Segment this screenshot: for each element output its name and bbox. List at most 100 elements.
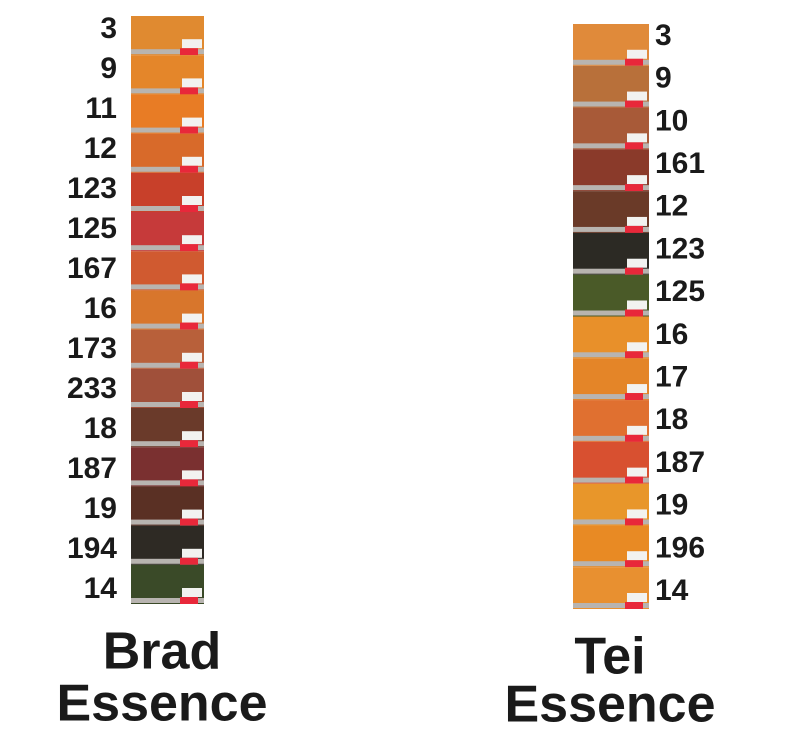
- swatch-label: 233: [67, 372, 117, 405]
- swatch-tag: [182, 352, 202, 362]
- swatch-tag: [182, 274, 202, 284]
- swatch-red: [180, 283, 198, 291]
- swatch-label: 19: [655, 489, 688, 522]
- swatch-label: 14: [84, 572, 118, 605]
- swatch-red: [625, 351, 643, 359]
- swatch-red: [180, 518, 198, 526]
- swatch-tag: [182, 313, 202, 323]
- swatch-tag: [182, 392, 202, 401]
- swatch-band: [131, 88, 204, 94]
- swatch-tag: [627, 175, 647, 185]
- swatch-band: [131, 127, 204, 133]
- swatch-tag: [627, 425, 647, 435]
- swatch-red: [180, 401, 198, 408]
- swatch-band: [573, 143, 649, 149]
- swatch-red: [180, 557, 198, 565]
- swatch-tag: [182, 156, 202, 166]
- column-title: Brad: [103, 623, 221, 681]
- swatch-label: 9: [655, 62, 672, 95]
- swatch-label: 17: [655, 361, 688, 394]
- swatch-red: [625, 267, 643, 275]
- swatch-tag: [182, 588, 202, 597]
- swatch-tag: [627, 133, 647, 143]
- swatch-band: [131, 323, 204, 329]
- swatch-tag: [182, 235, 202, 245]
- swatch-band: [131, 166, 204, 172]
- swatch-red: [180, 48, 198, 56]
- swatch-red: [625, 476, 643, 484]
- swatch-label: 16: [84, 292, 117, 325]
- swatch-red: [180, 361, 198, 369]
- swatch-tag: [182, 509, 202, 519]
- swatch-band: [131, 558, 204, 564]
- swatch-tag: [627, 91, 647, 101]
- swatch-band: [131, 49, 204, 55]
- swatch-band: [573, 226, 649, 232]
- swatch-band: [573, 59, 649, 65]
- swatch-label: 12: [655, 190, 688, 223]
- swatch-band: [131, 519, 204, 525]
- swatch-band: [131, 402, 204, 407]
- swatch-red: [180, 205, 198, 212]
- swatch-band: [131, 441, 204, 447]
- swatch-label: 167: [67, 252, 117, 285]
- swatch-label: 173: [67, 332, 117, 365]
- swatch-band: [131, 284, 204, 290]
- swatch-band: [573, 435, 649, 441]
- column-title: Essence: [504, 676, 715, 734]
- swatch-red: [180, 87, 198, 95]
- swatch-tag: [627, 258, 647, 268]
- swatch-label: 12: [84, 132, 117, 165]
- swatch-band: [573, 310, 649, 316]
- swatch-tag: [627, 551, 647, 561]
- swatch-band: [131, 598, 204, 603]
- swatch-label: 125: [655, 275, 705, 308]
- swatch-label: 123: [655, 232, 705, 265]
- swatch-tag: [182, 548, 202, 558]
- swatch-red: [180, 440, 198, 448]
- swatch-red: [180, 479, 198, 487]
- swatch-label: 123: [67, 172, 117, 205]
- swatch-tag: [182, 431, 202, 441]
- swatch-red: [625, 393, 643, 401]
- swatch-label: 16: [655, 318, 688, 351]
- swatch-red: [625, 225, 643, 233]
- swatch-red: [625, 309, 643, 317]
- swatch-label: 161: [655, 147, 705, 180]
- swatch-label: 187: [67, 452, 117, 485]
- swatch-band: [573, 352, 649, 358]
- swatch-red: [625, 602, 643, 609]
- column-title: Tei: [574, 628, 645, 686]
- swatch-tag: [182, 117, 202, 127]
- swatch-red: [625, 184, 643, 192]
- swatch-tag: [627, 216, 647, 226]
- swatch-band: [573, 268, 649, 274]
- swatch-label: 187: [655, 446, 705, 479]
- swatch-label: 14: [655, 574, 689, 607]
- swatch-red: [180, 244, 198, 252]
- swatch-red: [625, 518, 643, 526]
- swatch-band: [131, 206, 204, 211]
- swatch-tag: [627, 300, 647, 310]
- swatch-band: [573, 519, 649, 525]
- swatch-band: [573, 477, 649, 483]
- swatch-band: [131, 480, 204, 486]
- swatch-tag: [182, 470, 202, 480]
- swatch-band: [573, 185, 649, 191]
- swatch-red: [625, 560, 643, 568]
- swatch-label: 9: [100, 52, 117, 85]
- swatch-tag: [627, 49, 647, 59]
- swatch-red: [180, 322, 198, 330]
- swatch-red: [625, 100, 643, 108]
- swatch-red: [625, 142, 643, 150]
- swatch-tag: [182, 39, 202, 49]
- swatch-label: 196: [655, 531, 705, 564]
- swatch-tag: [182, 78, 202, 88]
- swatch-band: [573, 603, 649, 608]
- swatch-red: [625, 434, 643, 442]
- swatch-red: [625, 58, 643, 66]
- swatch-band: [573, 561, 649, 567]
- swatch-red: [180, 165, 198, 173]
